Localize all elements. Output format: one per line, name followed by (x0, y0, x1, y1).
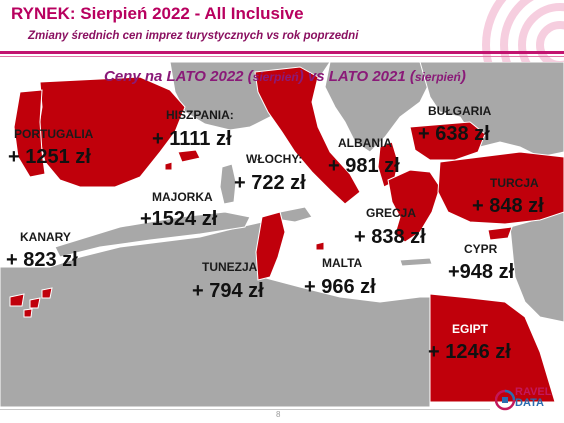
mediterranean-map (0, 62, 564, 407)
country-label-malta: MALTA (322, 256, 363, 270)
price-label-tunezja: + 794 zł (192, 280, 264, 302)
page-title: RYNEK: Sierpień 2022 - All Inclusive (11, 4, 304, 23)
country-label-wlochy: WŁOCHY: (246, 152, 303, 166)
country-label-albania: ALBANIA (338, 136, 392, 150)
price-label-bulgaria: + 638 zł (418, 123, 490, 145)
country-label-egipt: EGIPT (452, 322, 489, 336)
header-divider-thin (0, 56, 564, 57)
footer-divider (0, 409, 490, 410)
header-divider (0, 51, 564, 54)
country-label-majorka: MAJORKA (152, 190, 213, 204)
country-label-grecja: GRECJA (366, 206, 417, 220)
price-label-portugalia: + 1251 zł (8, 146, 91, 168)
price-label-grecja: + 838 zł (354, 226, 426, 248)
logo-line2: DATA (515, 397, 544, 409)
price-label-hiszpania: + 1111 zł (152, 128, 232, 150)
price-label-egipt: + 1246 zł (428, 341, 511, 363)
map-heading: Ceny na LATO 2022 (sierpień) vs LATO 202… (104, 68, 466, 85)
country-label-cypr: CYPR (464, 242, 498, 256)
logo-mark-icon (495, 389, 515, 411)
map-heading-part2: ) vs LATO 2021 ( (298, 68, 415, 85)
map-heading-part2-small: sierpień (414, 70, 461, 84)
country-label-turcja: TURCJA (490, 176, 539, 190)
price-label-albania: + 981 zł (328, 155, 400, 177)
logo-line1: RAVEL (515, 386, 552, 398)
country-label-bulgaria: BUŁGARIA (428, 104, 492, 118)
page-number: 8 (276, 410, 281, 419)
price-label-kanary: + 823 zł (6, 249, 78, 271)
price-label-cypr: +948 zł (448, 261, 515, 283)
country-label-kanary: KANARY (20, 230, 71, 244)
country-label-portugalia: PORTUGALIA (14, 127, 94, 141)
price-label-majorka: +1524 zł (140, 208, 218, 230)
map-heading-part1-small: sierpień (252, 70, 299, 84)
price-label-wlochy: + 722 zł (234, 172, 306, 194)
country-label-hiszpania: HISZPANIA: (166, 108, 234, 122)
map-heading-part3: ) (460, 68, 466, 85)
price-label-malta: + 966 zł (304, 276, 376, 298)
map-heading-part1: Ceny na LATO 2022 ( (104, 68, 253, 85)
country-label-tunezja: TUNEZJA (202, 260, 258, 274)
price-label-turcja: + 848 zł (472, 195, 544, 217)
page-subtitle: Zmiany średnich cen imprez turystycznych… (28, 30, 359, 42)
